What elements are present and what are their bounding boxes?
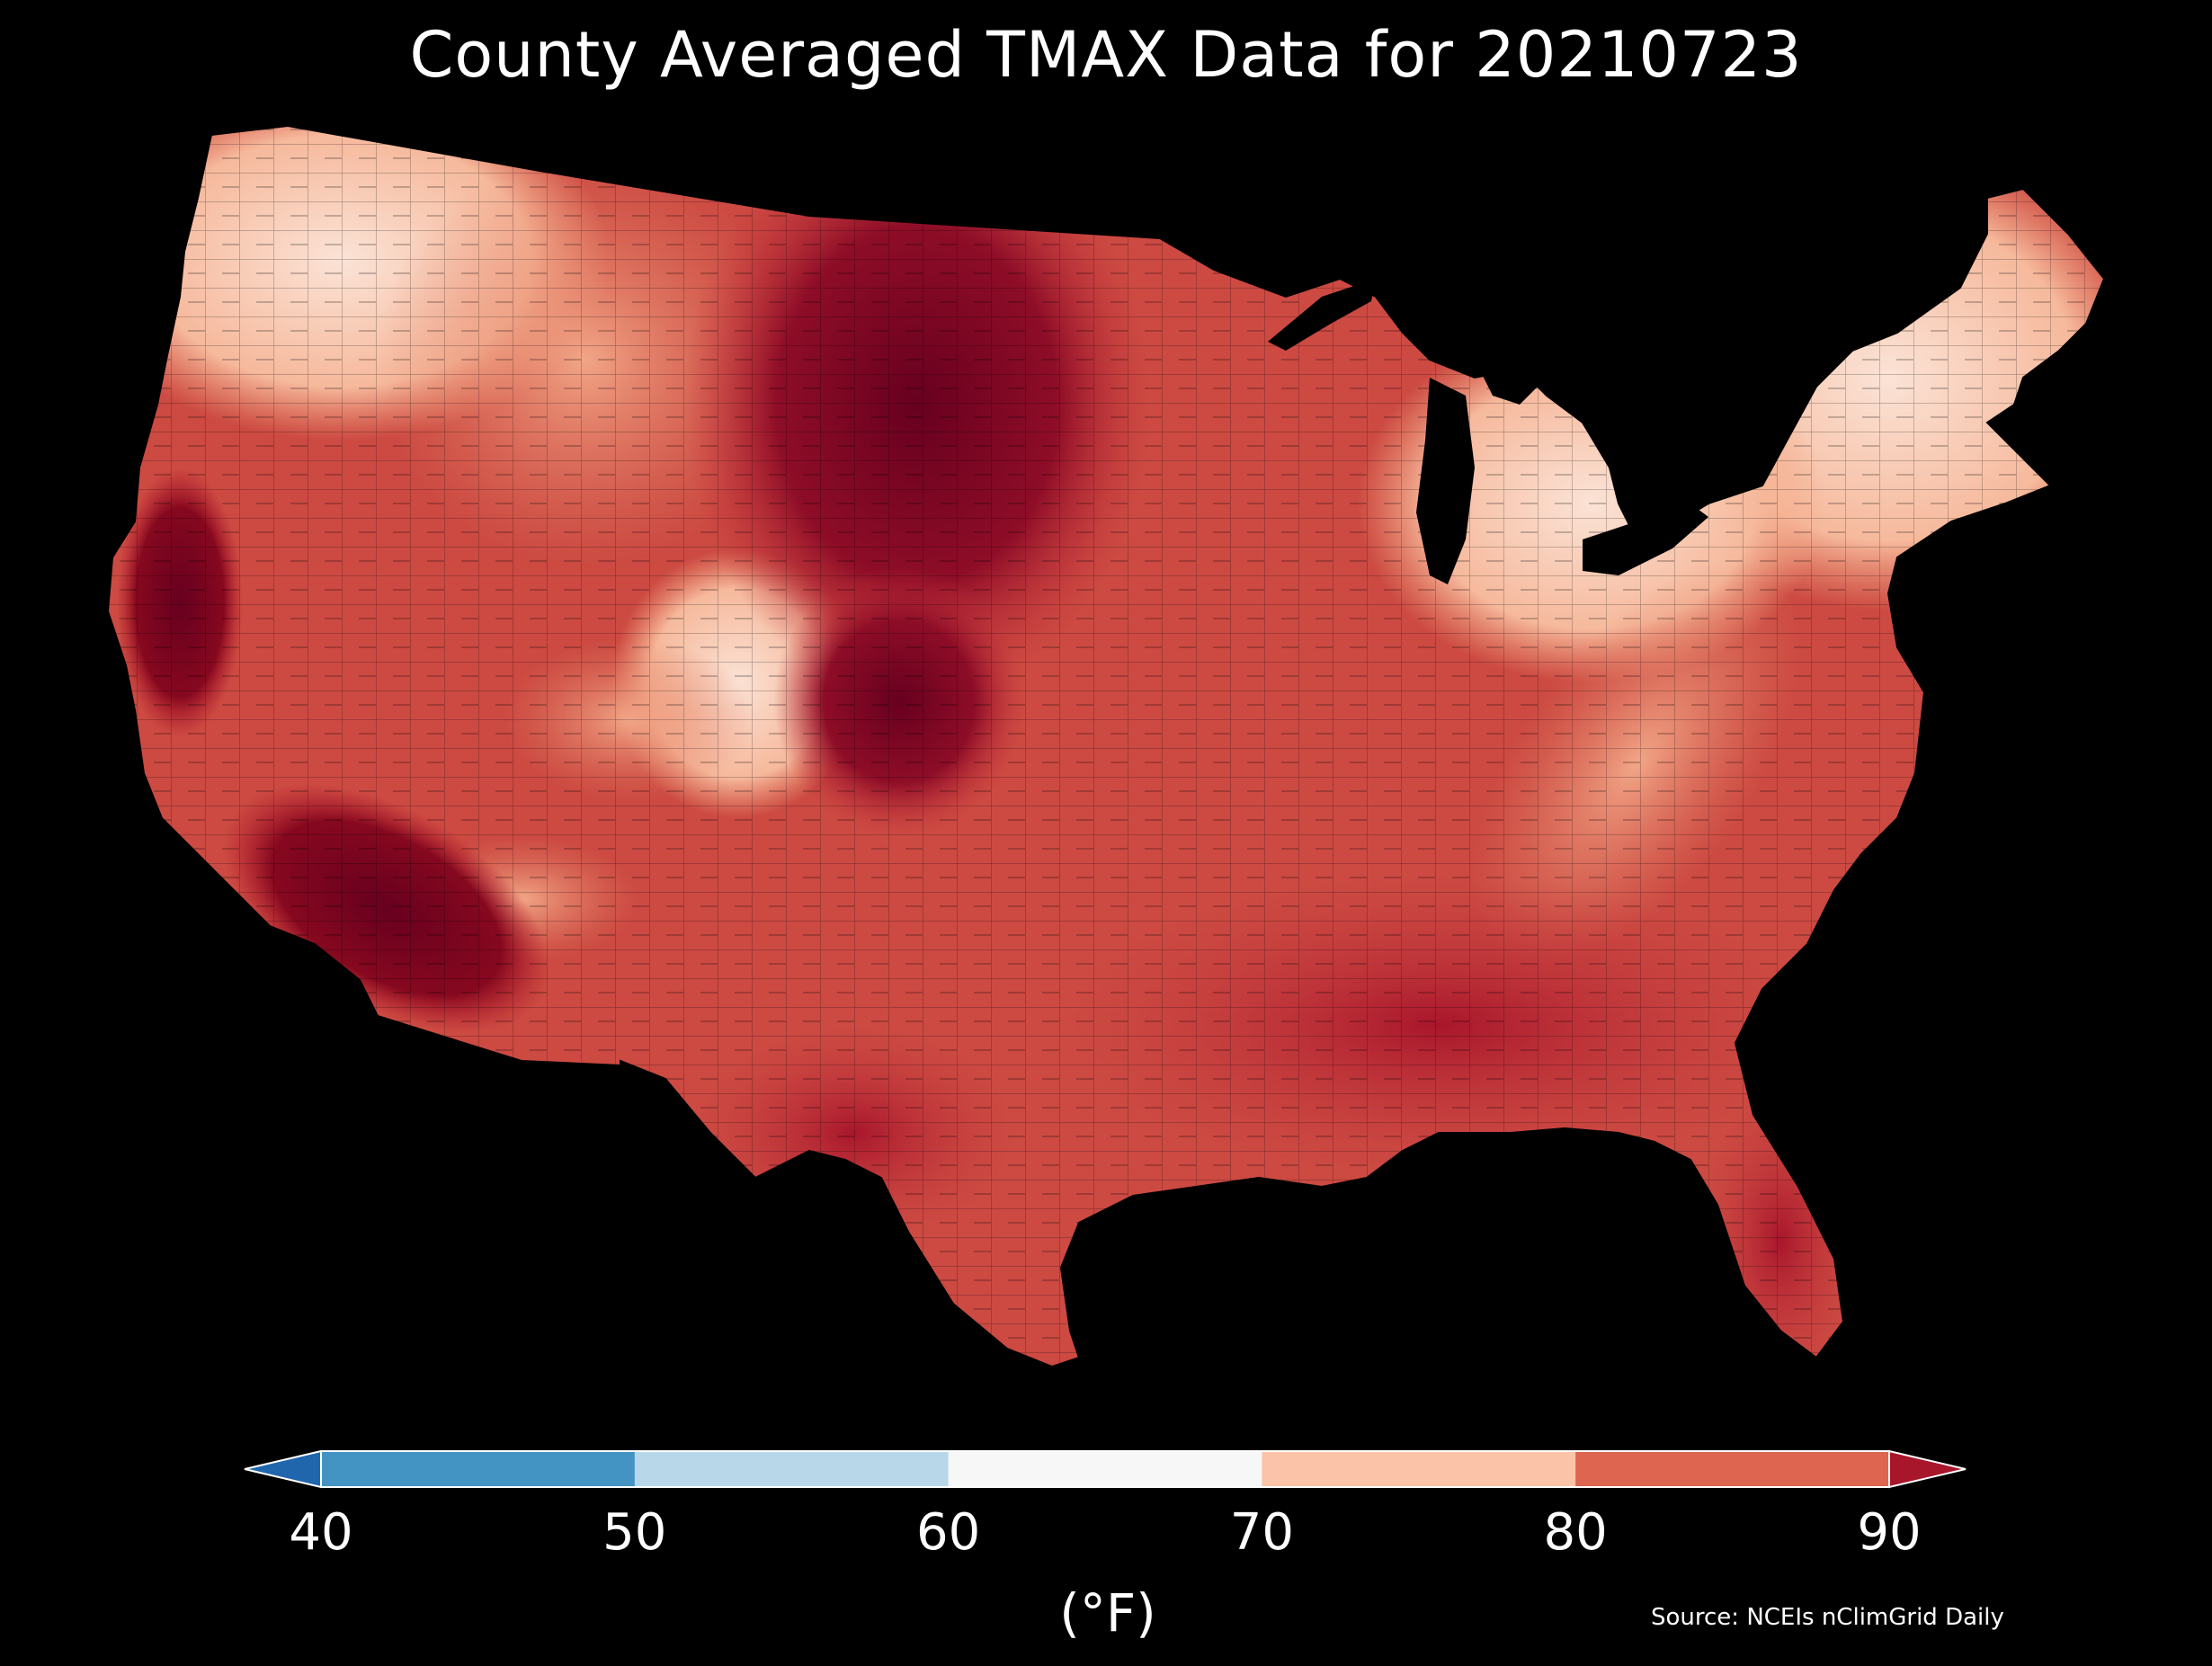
colorbar-tick-label: 90 (1857, 1503, 1922, 1562)
colorbar-tick-label: 50 (602, 1503, 667, 1562)
colorbar-tick-label: 60 (915, 1503, 981, 1562)
great-lakes (1268, 279, 1708, 584)
colorbar-bin (321, 1451, 636, 1487)
colorbar-bin (1262, 1451, 1576, 1487)
colorbar-tick-label: 70 (1229, 1503, 1295, 1562)
colorbar-bin (948, 1451, 1262, 1487)
colorbar-bin (634, 1451, 950, 1487)
colorbar-bin (1575, 1451, 1890, 1487)
colorbar-unit-label: (°F) (1059, 1582, 1156, 1644)
source-credit: Source: NCEIs nClimGrid Daily (1651, 1604, 2004, 1631)
map-title: County Averaged TMAX Data for 20210723 (409, 18, 1803, 92)
colorbar-extend-high (1888, 1449, 1967, 1489)
colorbar-extend-low (244, 1449, 322, 1489)
colorbar-tick-label: 80 (1543, 1503, 1608, 1562)
colorbar-tick-label: 40 (289, 1503, 353, 1562)
